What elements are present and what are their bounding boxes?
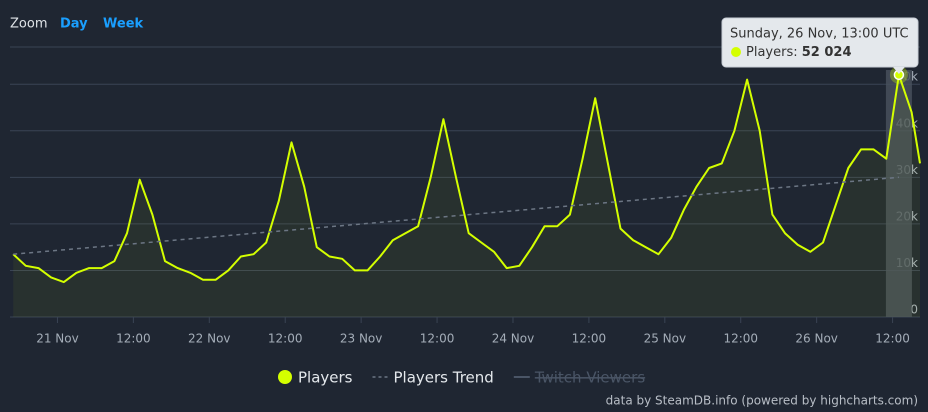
x-tick-label: 22 Nov	[188, 332, 231, 346]
x-tick-label: 12:00	[116, 332, 151, 346]
tooltip-label-text: Players:	[746, 45, 798, 60]
x-tick-label: 12:00	[268, 332, 303, 346]
y-tick-label: 0	[910, 303, 918, 317]
zoom-button[interactable]: Day	[60, 17, 88, 32]
x-tick-label: 12:00	[572, 332, 607, 346]
legend-label[interactable]: Players	[298, 369, 353, 387]
x-tick-label: 26 Nov	[795, 332, 838, 346]
legend-symbol	[278, 370, 292, 384]
tooltip-label: Players: 52 024	[746, 45, 852, 60]
hover-band	[885, 70, 912, 317]
tooltip-header: Sunday, 26 Nov, 13:00 UTC	[730, 27, 909, 42]
area	[13, 74, 920, 317]
zoom-button[interactable]: Week	[103, 17, 144, 32]
x-tick-label: 25 Nov	[644, 332, 687, 346]
tooltip-value: 52 024	[802, 45, 852, 60]
tooltip-marker	[731, 47, 741, 57]
tooltip-pointer	[892, 67, 905, 74]
zoom-label: Zoom	[10, 17, 47, 32]
x-tick-label: 24 Nov	[492, 332, 535, 346]
x-tick-label: 12:00	[875, 332, 910, 346]
tooltip-box	[721, 17, 919, 68]
tooltip: Sunday, 26 Nov, 13:00 UTC Players: 52 024	[721, 17, 919, 74]
x-tick-label: 21 Nov	[36, 332, 79, 346]
credit: data by SteamDB.info (powered by highcha…	[606, 394, 918, 408]
legend-label[interactable]: Twitch Viewers	[534, 369, 646, 387]
x-tick-label: 12:00	[420, 332, 455, 346]
x-tick-label: 23 Nov	[340, 332, 383, 346]
line	[12, 73, 921, 284]
x-tick-label: 12:00	[723, 332, 758, 346]
legend-label[interactable]: Players Trend	[394, 369, 494, 387]
